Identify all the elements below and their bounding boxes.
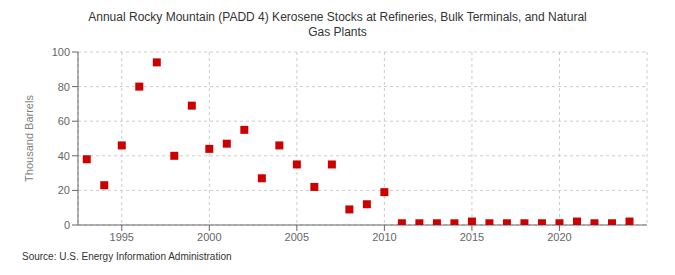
html-text:Gas Plants: Gas Plants <box>308 25 367 39</box>
svg-text:100: 100 <box>52 46 70 58</box>
svg-text:2020: 2020 <box>547 231 571 243</box>
svg-text:20: 20 <box>58 184 70 196</box>
html-text:Annual Rocky Mountain (PADD 4): Annual Rocky Mountain (PADD 4) Kerosene … <box>88 10 587 24</box>
svg-text:2000: 2000 <box>197 231 221 243</box>
svg-text:60: 60 <box>58 115 70 127</box>
svg-text:2005: 2005 <box>285 231 309 243</box>
html-text:Source: U.S. Energy Informatio: Source: U.S. Energy Information Administ… <box>22 251 232 262</box>
svg-text:2010: 2010 <box>372 231 396 243</box>
svg-text:80: 80 <box>58 81 70 93</box>
svg-text:Thousand Barrels: Thousand Barrels <box>23 95 35 182</box>
svg-text:1995: 1995 <box>110 231 134 243</box>
svg-text:2015: 2015 <box>460 231 484 243</box>
svg-text:0: 0 <box>64 219 70 231</box>
svg-text:40: 40 <box>58 150 70 162</box>
